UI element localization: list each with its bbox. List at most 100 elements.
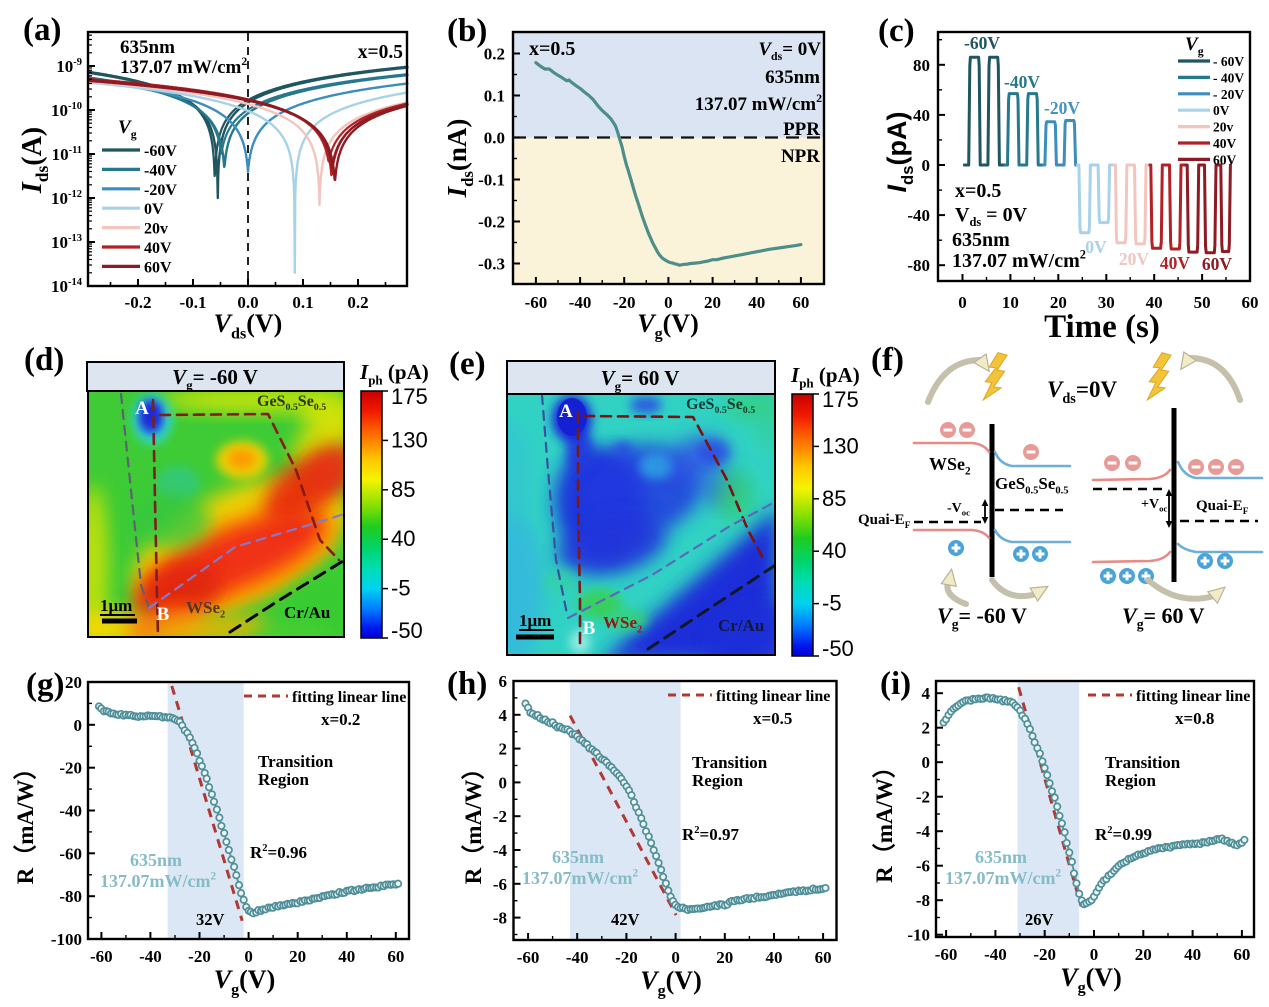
svg-text:WSe2: WSe2: [186, 598, 225, 620]
svg-text:(d): (d): [24, 342, 64, 378]
svg-text:20: 20: [1050, 293, 1067, 312]
svg-text:-5: -5: [822, 591, 842, 616]
svg-text:60: 60: [1242, 293, 1259, 312]
svg-text:Ids(pA): Ids(pA): [882, 112, 917, 193]
svg-text:137.07 mW/cm2: 137.07 mW/cm2: [120, 54, 247, 78]
svg-text:R2=0.99: R2=0.99: [1095, 825, 1152, 844]
svg-text:2: 2: [499, 740, 508, 759]
svg-text:Quai-EF: Quai-EF: [1196, 498, 1249, 517]
svg-text:1μm: 1μm: [519, 611, 551, 630]
svg-text:-100: -100: [51, 930, 82, 949]
svg-text:0: 0: [671, 948, 680, 967]
svg-text:20: 20: [704, 293, 721, 312]
svg-text:Vds(V): Vds(V): [214, 309, 283, 343]
svg-text:Iph (pA): Iph (pA): [790, 363, 860, 390]
svg-text:Transition: Transition: [692, 753, 768, 772]
svg-text:-20: -20: [613, 293, 636, 312]
svg-text:20V: 20V: [1119, 249, 1150, 269]
svg-text:0: 0: [244, 947, 253, 966]
svg-text:26V: 26V: [1025, 910, 1054, 929]
svg-text:(f): (f): [871, 342, 904, 378]
svg-text:50: 50: [1194, 293, 1211, 312]
svg-text:-0.3: -0.3: [478, 255, 505, 274]
svg-text:635nm: 635nm: [120, 37, 175, 58]
svg-text:(b): (b): [447, 13, 487, 49]
svg-text:R（mA/W）: R（mA/W）: [12, 757, 38, 885]
svg-text:20: 20: [1135, 945, 1152, 964]
svg-text:x=0.5: x=0.5: [358, 42, 403, 63]
svg-text:-60: -60: [517, 948, 540, 967]
svg-text:-60: -60: [525, 293, 548, 312]
svg-text:0.1: 0.1: [292, 293, 313, 312]
svg-text:635nm: 635nm: [130, 850, 182, 870]
svg-text:0: 0: [499, 773, 508, 792]
svg-text:1μm: 1μm: [100, 596, 132, 615]
svg-text:40: 40: [1184, 945, 1201, 964]
svg-text:Vg(V): Vg(V): [214, 965, 275, 999]
svg-text:40V: 40V: [1213, 136, 1237, 151]
svg-text:10-9: 10-9: [56, 57, 82, 76]
svg-text:130: 130: [822, 433, 859, 458]
svg-text:137.07mW/cm2: 137.07mW/cm2: [100, 870, 216, 891]
svg-text:0: 0: [74, 716, 83, 735]
svg-text:- 20V: - 20V: [1213, 87, 1244, 102]
svg-text:Region: Region: [258, 770, 310, 789]
svg-text:0.0: 0.0: [484, 129, 505, 148]
svg-text:0: 0: [922, 753, 931, 772]
svg-text:0: 0: [958, 293, 967, 312]
svg-text:10-13: 10-13: [51, 233, 82, 252]
svg-text:Cr/Au: Cr/Au: [718, 616, 764, 635]
svg-text:40: 40: [391, 526, 415, 551]
svg-text:-40: -40: [569, 293, 592, 312]
svg-text:137.07mW/cm2: 137.07mW/cm2: [522, 867, 638, 888]
svg-text:20v: 20v: [144, 221, 168, 238]
svg-text:x=0.2: x=0.2: [321, 710, 360, 729]
svg-text:-20: -20: [615, 948, 638, 967]
svg-text:40: 40: [913, 106, 930, 125]
svg-text:(e): (e): [449, 346, 486, 382]
svg-text:Ids(nA): Ids(nA): [442, 119, 477, 199]
svg-text:Transition: Transition: [1105, 753, 1181, 772]
svg-text:2: 2: [922, 719, 931, 738]
svg-text:60V: 60V: [1202, 254, 1233, 274]
svg-text:(i): (i): [880, 666, 911, 702]
svg-text:-40: -40: [139, 947, 162, 966]
svg-text:4: 4: [922, 684, 931, 703]
svg-text:-60: -60: [935, 945, 958, 964]
svg-text:x=0.8: x=0.8: [1175, 709, 1214, 728]
svg-text:- 60V: - 60V: [1213, 54, 1244, 69]
svg-text:(a): (a): [23, 12, 61, 48]
svg-text:20: 20: [289, 947, 306, 966]
svg-text:130: 130: [391, 427, 428, 452]
svg-text:Vg(V): Vg(V): [640, 966, 701, 1000]
svg-text:85: 85: [822, 486, 846, 511]
svg-text:0V: 0V: [144, 201, 164, 218]
svg-text:175: 175: [391, 384, 428, 409]
svg-text:175: 175: [822, 387, 859, 412]
svg-text:-8: -8: [916, 891, 930, 910]
svg-text:60: 60: [815, 948, 832, 967]
svg-text:60: 60: [792, 293, 809, 312]
svg-text:-20: -20: [1033, 945, 1056, 964]
svg-text:Vg: Vg: [118, 117, 137, 141]
svg-text:32V: 32V: [196, 910, 225, 929]
svg-text:Region: Region: [1105, 771, 1157, 790]
svg-text:-2: -2: [916, 788, 930, 807]
svg-text:R2=0.97: R2=0.97: [682, 825, 739, 844]
svg-text:Vds = 0V: Vds = 0V: [955, 204, 1028, 229]
svg-text:Quai-EF: Quai-EF: [858, 512, 911, 531]
svg-text:(h): (h): [447, 666, 487, 702]
svg-text:x=0.5: x=0.5: [955, 180, 1001, 202]
svg-text:+Voc: +Voc: [1141, 497, 1167, 514]
svg-text:WSe2: WSe2: [603, 613, 642, 635]
svg-text:60: 60: [387, 947, 404, 966]
svg-text:137.07 mW/cm2: 137.07 mW/cm2: [952, 248, 1086, 272]
svg-text:fitting linear line: fitting linear line: [292, 689, 406, 706]
svg-text:- 40V: - 40V: [1213, 70, 1244, 85]
svg-text:GeS0.5Se0.5: GeS0.5Se0.5: [686, 396, 755, 416]
svg-text:-80: -80: [907, 256, 930, 275]
svg-text:Cr/Au: Cr/Au: [284, 603, 330, 622]
svg-text:-4: -4: [916, 822, 931, 841]
svg-text:10-12: 10-12: [51, 189, 82, 208]
svg-text:-4: -4: [493, 841, 508, 860]
